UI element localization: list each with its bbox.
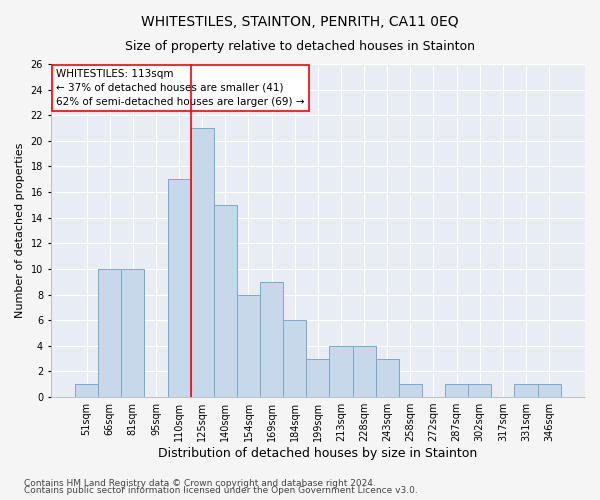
Bar <box>214 205 237 397</box>
Bar <box>237 294 260 397</box>
Bar <box>468 384 491 397</box>
Y-axis label: Number of detached properties: Number of detached properties <box>15 143 25 318</box>
Bar <box>329 346 353 397</box>
Bar <box>538 384 561 397</box>
Text: WHITESTILES: 113sqm
← 37% of detached houses are smaller (41)
62% of semi-detach: WHITESTILES: 113sqm ← 37% of detached ho… <box>56 69 305 107</box>
Bar <box>353 346 376 397</box>
Bar <box>191 128 214 397</box>
Text: WHITESTILES, STAINTON, PENRITH, CA11 0EQ: WHITESTILES, STAINTON, PENRITH, CA11 0EQ <box>141 15 459 29</box>
Bar <box>75 384 98 397</box>
Bar <box>376 358 399 397</box>
Bar <box>167 180 191 397</box>
X-axis label: Distribution of detached houses by size in Stainton: Distribution of detached houses by size … <box>158 447 478 460</box>
Text: Size of property relative to detached houses in Stainton: Size of property relative to detached ho… <box>125 40 475 53</box>
Bar <box>445 384 468 397</box>
Bar <box>121 269 145 397</box>
Text: Contains public sector information licensed under the Open Government Licence v3: Contains public sector information licen… <box>24 486 418 495</box>
Bar <box>260 282 283 397</box>
Bar <box>399 384 422 397</box>
Bar <box>514 384 538 397</box>
Bar <box>283 320 306 397</box>
Bar <box>98 269 121 397</box>
Bar <box>306 358 329 397</box>
Text: Contains HM Land Registry data © Crown copyright and database right 2024.: Contains HM Land Registry data © Crown c… <box>24 478 376 488</box>
